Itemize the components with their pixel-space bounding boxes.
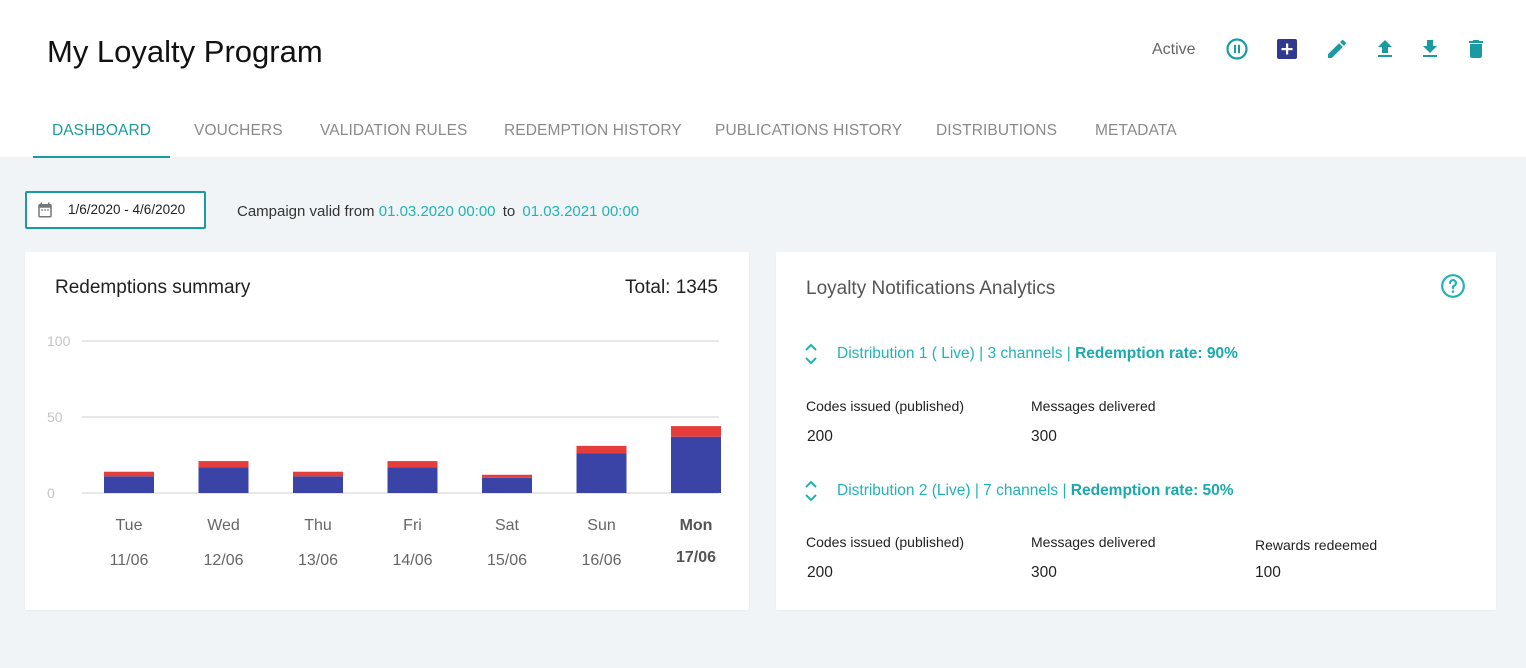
upload-icon[interactable] bbox=[1373, 37, 1397, 61]
x-category-label: Fri bbox=[403, 517, 422, 534]
x-category-label: Sun bbox=[587, 517, 615, 534]
x-date-label: 14/06 bbox=[392, 552, 432, 569]
distribution-2-summary: Distribution 2 (Live) | 7 channels | Red… bbox=[837, 482, 1234, 500]
calendar-icon bbox=[38, 202, 52, 218]
bar-segment bbox=[671, 426, 721, 437]
metric-value: 100 bbox=[1255, 564, 1281, 581]
x-category-label: Sat bbox=[495, 517, 520, 534]
metric-value: 300 bbox=[1031, 428, 1057, 445]
tab-validation-rules-label: VALIDATION RULES bbox=[320, 122, 468, 139]
x-date-label: 17/06 bbox=[676, 549, 716, 566]
distribution-1-rate: Redemption rate: 90% bbox=[1075, 345, 1238, 362]
edit-pencil-icon[interactable] bbox=[1325, 37, 1349, 61]
tab-distributions[interactable]: DISTRIBUTIONS bbox=[936, 110, 1057, 158]
x-date-label: 13/06 bbox=[298, 552, 338, 569]
bar-segment bbox=[293, 471, 343, 477]
metric-label: Codes issued (published) bbox=[806, 534, 964, 550]
y-tick-label: 100 bbox=[47, 333, 71, 349]
active-tab-indicator bbox=[33, 156, 170, 158]
tab-redemption-history-label: REDEMPTION HISTORY bbox=[504, 122, 682, 139]
redemptions-summary-card: 0 50 100 Tue 11/06 Wed 12/06 Thu 13/06 Fri 14/06 Sa… bbox=[25, 252, 749, 610]
tab-validation-rules[interactable]: VALIDATION RULES bbox=[320, 110, 467, 158]
bar-segment bbox=[482, 477, 532, 493]
add-box-icon[interactable] bbox=[1275, 37, 1299, 61]
status-label: Active bbox=[1152, 41, 1196, 58]
metric-value: 200 bbox=[807, 428, 833, 445]
tab-dashboard-label: DASHBOARD bbox=[51, 122, 152, 139]
tab-metadata[interactable]: METADATA bbox=[1095, 110, 1177, 158]
validity-prefix: Campaign valid from bbox=[237, 203, 375, 220]
tab-distributions-label: DISTRIBUTIONS bbox=[936, 122, 1058, 139]
distribution-2-label: Distribution 2 (Live) | 7 channels | bbox=[837, 482, 1071, 499]
page-header: My Loyalty Program Active DASHBOARD VOUC… bbox=[0, 0, 1526, 158]
page-title: My Loyalty Program bbox=[47, 34, 323, 69]
redemptions-title: Redemptions summary bbox=[55, 277, 251, 298]
valid-to-date: 01.03.2021 00:00 bbox=[522, 203, 640, 220]
bar-segment bbox=[576, 445, 627, 454]
redemptions-chart: 0 50 100 Tue 11/06 Wed 12/06 Thu 13/06 Fri 14/06 Sa… bbox=[47, 333, 721, 569]
bar-segment bbox=[104, 471, 154, 477]
validity-to: to bbox=[502, 203, 516, 220]
tab-publications-history-label: PUBLICATIONS HISTORY bbox=[715, 122, 903, 139]
bar-segment bbox=[576, 453, 627, 493]
metric-label: Messages delivered bbox=[1031, 398, 1156, 414]
y-tick-label: 50 bbox=[47, 409, 63, 425]
expand-collapse-icon bbox=[805, 480, 817, 502]
tab-dashboard[interactable]: DASHBOARD bbox=[33, 110, 170, 158]
bar-segment bbox=[387, 461, 438, 468]
bar-segment bbox=[198, 467, 249, 493]
bar-segment bbox=[104, 476, 154, 493]
metric-value: 200 bbox=[807, 564, 833, 581]
x-category-label: Wed bbox=[207, 517, 240, 534]
bar-segment bbox=[293, 476, 343, 493]
tab-vouchers[interactable]: VOUCHERS bbox=[194, 110, 283, 158]
bar-segment bbox=[198, 461, 249, 468]
bar-segment bbox=[671, 436, 721, 493]
valid-from-date: 01.03.2020 00:00 bbox=[378, 203, 496, 220]
x-category-label: Mon bbox=[680, 517, 713, 534]
tab-metadata-label: METADATA bbox=[1095, 122, 1177, 139]
notifications-analytics-card: Loyalty Notifications Analytics Distribu… bbox=[776, 252, 1496, 610]
metric-label: Messages delivered bbox=[1031, 534, 1156, 550]
tab-redemption-history[interactable]: REDEMPTION HISTORY bbox=[504, 110, 682, 158]
y-tick-label: 0 bbox=[47, 485, 55, 501]
x-date-label: 11/06 bbox=[110, 552, 149, 569]
tab-publications-history[interactable]: PUBLICATIONS HISTORY bbox=[715, 110, 902, 158]
download-icon[interactable] bbox=[1418, 37, 1442, 61]
metric-label: Codes issued (published) bbox=[806, 398, 964, 414]
delete-trash-icon[interactable] bbox=[1464, 37, 1488, 61]
x-date-label: 15/06 bbox=[487, 552, 527, 569]
x-category-label: Thu bbox=[304, 517, 332, 534]
analytics-title: Loyalty Notifications Analytics bbox=[806, 278, 1056, 299]
x-date-label: 16/06 bbox=[581, 552, 621, 569]
pause-circle-icon[interactable] bbox=[1225, 37, 1249, 61]
distribution-1-summary: Distribution 1 ( Live) | 3 channels | Re… bbox=[837, 345, 1238, 363]
distribution-2-rate: Redemption rate: 50% bbox=[1070, 482, 1234, 499]
date-range-picker[interactable]: 1/6/2020 - 4/6/2020 bbox=[25, 191, 206, 229]
tab-vouchers-label: VOUCHERS bbox=[194, 122, 283, 139]
metric-value: 300 bbox=[1031, 564, 1057, 581]
redemptions-total: Total: 1345 bbox=[625, 277, 718, 298]
bar-segment bbox=[387, 467, 438, 493]
bar-segment bbox=[482, 474, 532, 478]
date-range-value: 1/6/2020 - 4/6/2020 bbox=[68, 202, 186, 217]
x-date-label: 12/06 bbox=[203, 552, 243, 569]
metric-label: Rewards redeemed bbox=[1255, 537, 1378, 553]
help-icon[interactable] bbox=[1440, 273, 1466, 299]
x-category-label: Tue bbox=[116, 517, 143, 534]
campaign-validity: Campaign valid from 01.03.2020 00:00 to … bbox=[237, 203, 639, 220]
expand-collapse-icon bbox=[805, 343, 817, 365]
distribution-1-label: Distribution 1 ( Live) | 3 channels | bbox=[837, 345, 1076, 362]
